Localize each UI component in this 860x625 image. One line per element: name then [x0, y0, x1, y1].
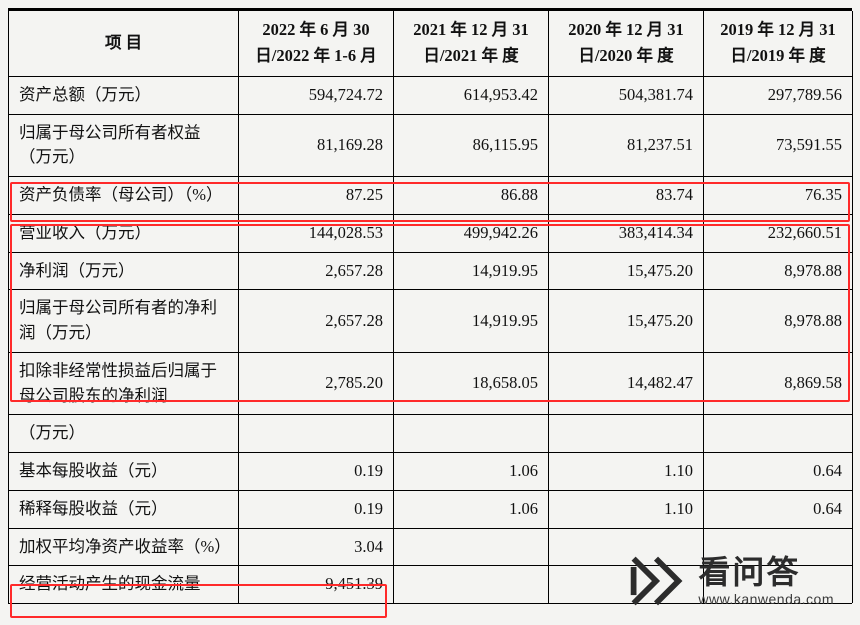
table-row: 营业收入（万元） 144,028.53 499,942.26 383,414.3… [9, 214, 853, 252]
cell [394, 566, 549, 603]
cell: 83.74 [549, 177, 704, 215]
col-header-2021: 2021 年 12 月 31 日/2021 年 度 [394, 11, 549, 76]
cell [394, 528, 549, 566]
table-row: 扣除非经常性损益后归属于母公司股东的净利润 2,785.20 18,658.05… [9, 352, 853, 415]
cell: 86,115.95 [394, 114, 549, 177]
financial-table-wrap: 项 目 2022 年 6 月 30 日/2022 年 1-6 月 2021 年 … [8, 8, 852, 604]
cell [704, 415, 853, 453]
cell: 0.19 [239, 490, 394, 528]
cell: 499,942.26 [394, 214, 549, 252]
table-row: 归属于母公司所有者权益（万元） 81,169.28 86,115.95 81,2… [9, 114, 853, 177]
table-row: 资产负债率（母公司）（%） 87.25 86.88 83.74 76.35 [9, 177, 853, 215]
cell [549, 415, 704, 453]
cell: 232,660.51 [704, 214, 853, 252]
row-label: （万元） [9, 415, 239, 453]
cell: -9,451.39 [239, 566, 394, 603]
watermark-text-cn: 看问答 [698, 556, 834, 588]
cell: 14,919.95 [394, 290, 549, 353]
col-header-2020: 2020 年 12 月 31 日/2020 年 度 [549, 11, 704, 76]
table-row: 资产总额（万元） 594,724.72 614,953.42 504,381.7… [9, 76, 853, 114]
table-header-row: 项 目 2022 年 6 月 30 日/2022 年 1-6 月 2021 年 … [9, 11, 853, 76]
cell: 8,978.88 [704, 290, 853, 353]
cell: 14,482.47 [549, 352, 704, 415]
cell: 614,953.42 [394, 76, 549, 114]
cell: 18,658.05 [394, 352, 549, 415]
cell: 297,789.56 [704, 76, 853, 114]
col-header-2019: 2019 年 12 月 31 日/2019 年 度 [704, 11, 853, 76]
table-row: 净利润（万元） 2,657.28 14,919.95 15,475.20 8,9… [9, 252, 853, 290]
col-header-item: 项 目 [9, 11, 239, 76]
cell: 8,869.58 [704, 352, 853, 415]
cell: 383,414.34 [549, 214, 704, 252]
cell: 3.04 [239, 528, 394, 566]
watermark: 看问答 www.kanwenda.com [624, 549, 834, 613]
row-label: 净利润（万元） [9, 252, 239, 290]
table-row: 稀释每股收益（元） 0.19 1.06 1.10 0.64 [9, 490, 853, 528]
cell: 594,724.72 [239, 76, 394, 114]
cell: 81,169.28 [239, 114, 394, 177]
row-label: 稀释每股收益（元） [9, 490, 239, 528]
cell: 0.19 [239, 453, 394, 491]
financial-table: 项 目 2022 年 6 月 30 日/2022 年 1-6 月 2021 年 … [8, 11, 853, 603]
row-label: 扣除非经常性损益后归属于母公司股东的净利润 [9, 352, 239, 415]
cell: 504,381.74 [549, 76, 704, 114]
cell: 1.06 [394, 453, 549, 491]
cell: 1.06 [394, 490, 549, 528]
table-row: （万元） [9, 415, 853, 453]
cell: 2,657.28 [239, 290, 394, 353]
row-label: 加权平均净资产收益率（%） [9, 528, 239, 566]
cell: 86.88 [394, 177, 549, 215]
col-header-2022h1: 2022 年 6 月 30 日/2022 年 1-6 月 [239, 11, 394, 76]
cell [239, 415, 394, 453]
row-label: 资产负债率（母公司）（%） [9, 177, 239, 215]
cell: 15,475.20 [549, 290, 704, 353]
cell [394, 415, 549, 453]
row-label: 归属于母公司所有者权益（万元） [9, 114, 239, 177]
cell: 81,237.51 [549, 114, 704, 177]
watermark-text-url: www.kanwenda.com [698, 592, 834, 606]
cell: 14,919.95 [394, 252, 549, 290]
cell: 0.64 [704, 453, 853, 491]
cell: 1.10 [549, 453, 704, 491]
cell: 73,591.55 [704, 114, 853, 177]
cell: 87.25 [239, 177, 394, 215]
row-label: 营业收入（万元） [9, 214, 239, 252]
row-label: 经营活动产生的现金流量 [9, 566, 239, 603]
watermark-logo-icon [624, 549, 688, 613]
cell: 1.10 [549, 490, 704, 528]
cell: 2,657.28 [239, 252, 394, 290]
table-row: 归属于母公司所有者的净利润（万元） 2,657.28 14,919.95 15,… [9, 290, 853, 353]
row-label: 资产总额（万元） [9, 76, 239, 114]
cell: 15,475.20 [549, 252, 704, 290]
cell: 0.64 [704, 490, 853, 528]
table-row: 基本每股收益（元） 0.19 1.06 1.10 0.64 [9, 453, 853, 491]
cell: 144,028.53 [239, 214, 394, 252]
row-label: 归属于母公司所有者的净利润（万元） [9, 290, 239, 353]
cell: 8,978.88 [704, 252, 853, 290]
cell: 2,785.20 [239, 352, 394, 415]
cell: 76.35 [704, 177, 853, 215]
row-label: 基本每股收益（元） [9, 453, 239, 491]
